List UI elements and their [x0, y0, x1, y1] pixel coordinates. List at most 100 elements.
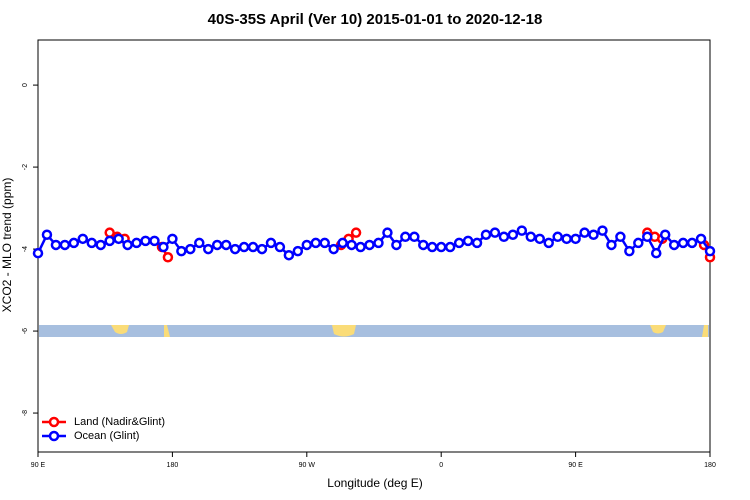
data-point: [77, 233, 89, 245]
data-point: [194, 237, 205, 249]
data-point: [633, 237, 644, 249]
data-point: [543, 237, 554, 249]
data-point: [606, 239, 617, 251]
y-tick-label: -2: [22, 164, 29, 170]
data-point: [489, 227, 501, 238]
land-blob: [650, 325, 666, 334]
data-point: [534, 233, 546, 245]
data-point: [355, 241, 366, 253]
data-point: [337, 237, 348, 249]
data-point: [41, 229, 53, 240]
data-point: [435, 241, 447, 253]
data-point: [561, 233, 572, 245]
data-point: [426, 241, 438, 253]
data-point: [400, 231, 411, 243]
data-point: [274, 241, 286, 253]
data-point: [471, 237, 483, 249]
land-blob: [332, 325, 356, 337]
data-point: [283, 249, 295, 261]
data-point: [131, 237, 142, 249]
x-tick-label: 180: [167, 462, 179, 469]
data-point: [167, 233, 178, 245]
data-point: [122, 239, 133, 251]
data-point: [615, 231, 626, 243]
y-tick-label: -8: [22, 410, 29, 416]
data-point: [444, 241, 456, 253]
data-point: [50, 239, 62, 251]
data-point: [659, 229, 671, 240]
ocean-strip: [39, 325, 709, 337]
data-point: [68, 237, 80, 249]
data-point: [418, 239, 429, 251]
y-tick-label: -6: [22, 328, 29, 334]
land-blob: [702, 325, 708, 337]
data-point: [149, 235, 160, 247]
data-point: [480, 229, 492, 240]
data-point: [650, 247, 662, 259]
data-point: [642, 231, 653, 243]
data-point: [185, 243, 196, 255]
y-axis-label: XCO2 - MLO trend (ppm): [0, 178, 14, 313]
legend-label: Ocean (Glint): [74, 430, 139, 442]
data-point: [695, 233, 707, 245]
data-point: [104, 235, 115, 247]
data-point: [498, 231, 510, 243]
data-point: [140, 235, 151, 247]
data-point: [525, 231, 537, 243]
data-point: [462, 235, 474, 247]
data-point: [346, 239, 357, 251]
x-tick-label: 0: [439, 462, 443, 469]
data-point: [162, 252, 174, 263]
data-point: [301, 239, 313, 251]
land-blob: [111, 325, 129, 334]
data-point: [516, 225, 528, 236]
legend-label: Land (Nadir&Glint): [74, 416, 165, 428]
data-point: [32, 247, 44, 259]
x-tick-label: 180: [704, 462, 716, 469]
y-tick-label: -4: [22, 246, 29, 252]
data-point: [391, 239, 402, 251]
data-point: [677, 237, 689, 249]
data-point: [453, 237, 465, 249]
data-point: [211, 239, 223, 251]
data-point: [350, 227, 362, 238]
data-point: [95, 239, 106, 251]
data-point: [265, 237, 277, 249]
x-tick-label: 90 E: [568, 462, 583, 469]
data-point: [247, 241, 259, 253]
data-point: [59, 239, 71, 251]
data-point: [292, 245, 304, 257]
land-blob: [164, 325, 170, 337]
data-point: [158, 241, 169, 253]
data-point: [624, 245, 635, 257]
x-tick-label: 90 E: [31, 462, 46, 469]
data-point: [176, 245, 187, 257]
data-point: [256, 243, 268, 255]
chart-title: 40S-35S April (Ver 10) 2015-01-01 to 202…: [208, 11, 543, 28]
data-point: [704, 245, 716, 257]
x-tick-label: 90 W: [299, 462, 316, 469]
data-point: [597, 225, 608, 236]
data-point: [588, 229, 599, 240]
data-point: [319, 237, 330, 249]
data-point: [229, 243, 241, 255]
data-point: [686, 237, 698, 249]
data-point: [310, 237, 322, 249]
data-point: [328, 243, 339, 255]
data-point: [113, 233, 124, 245]
legend-marker: [48, 430, 60, 442]
data-point: [579, 227, 590, 238]
data-point: [220, 239, 232, 251]
data-point: [507, 229, 519, 240]
data-point: [202, 243, 214, 255]
data-point: [373, 237, 384, 249]
data-point: [409, 231, 420, 243]
legend-marker: [48, 416, 60, 428]
data-point: [382, 227, 393, 238]
data-point: [552, 231, 563, 243]
y-tick-label: 0: [22, 83, 29, 87]
data-point: [668, 239, 680, 251]
data-point: [86, 237, 98, 249]
data-point: [570, 233, 581, 245]
